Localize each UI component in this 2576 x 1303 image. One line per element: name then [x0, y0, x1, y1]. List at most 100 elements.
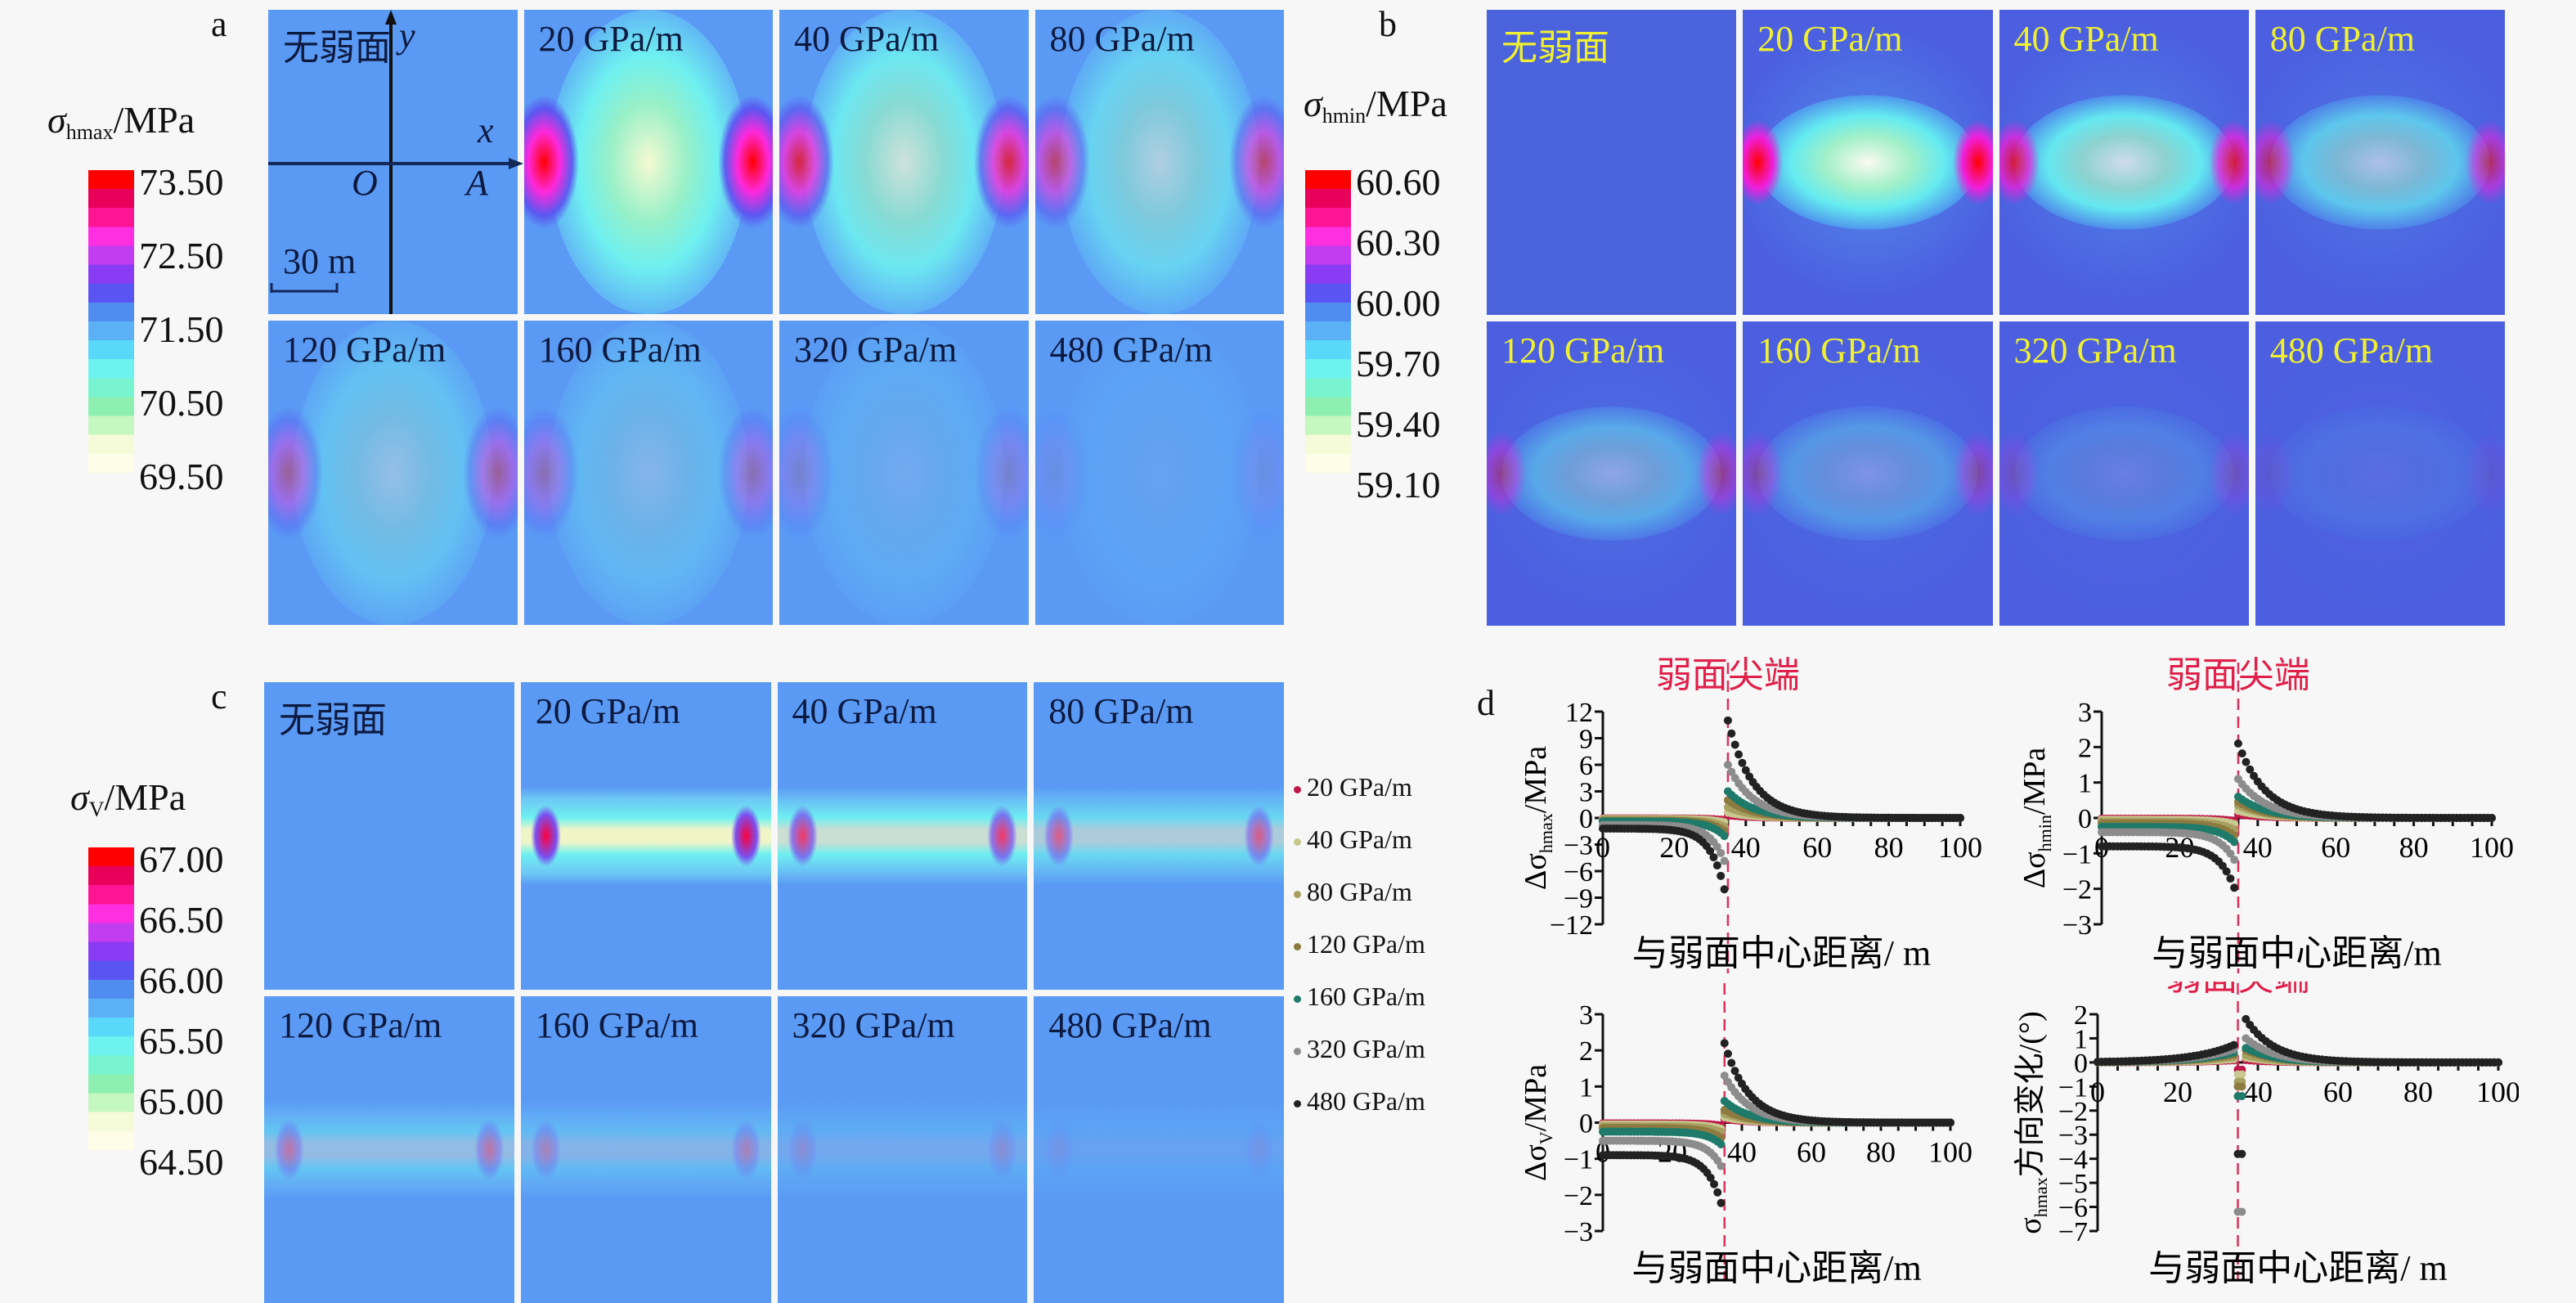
colorbar-a-tick: 69.50 [139, 456, 224, 497]
stress-map-label: 160 GPa/m [535, 1004, 698, 1045]
y-tick-label: 2 [1579, 1036, 1593, 1067]
legend-item: 160 GPa/m [1294, 982, 1425, 1012]
colorbar-c-tick: 65.50 [139, 1020, 224, 1062]
scale-bar-label: 30 m [283, 241, 357, 281]
stress-map-c-4: 120 GPa/m [264, 995, 514, 1303]
y-tick-label: 6 [1579, 751, 1593, 781]
y-tick-label: 1 [1579, 1072, 1593, 1103]
stress-map-b-6: 320 GPa/m [1999, 321, 2249, 626]
stress-map-label: 160 GPa/m [1757, 330, 1921, 371]
stress-map-label: 80 GPa/m [1048, 691, 1194, 731]
legend-label: 160 GPa/m [1307, 982, 1425, 1011]
stress-map-label: 120 GPa/m [279, 1004, 442, 1045]
stress-map-b-5: 160 GPa/m [1743, 321, 1993, 626]
x-tick-label: 60 [2323, 1076, 2353, 1108]
colorbar-a-tick: 72.50 [139, 235, 224, 276]
x-tick-label: 100 [1928, 1136, 1972, 1169]
chart-title: 弱面尖端 [2166, 982, 2310, 998]
colorbar-a-tick: 70.50 [139, 382, 224, 424]
data-point [1717, 1161, 1726, 1170]
origin-label: O [352, 163, 378, 203]
y-axis-label-unit: /MPa [1519, 746, 1553, 813]
y-axis-label: Δσhmax/MPa [1519, 746, 1556, 890]
y-axis-label-unit: 方向变化/(°) [2013, 1011, 2048, 1177]
data-point [1734, 1073, 1743, 1082]
colorbar-b-tick: 59.10 [1356, 464, 1441, 505]
stress-map-a-6: 320 GPa/m [779, 321, 1029, 625]
y-tick-label: 1 [2074, 1024, 2088, 1054]
legend-marker-icon [1294, 1100, 1301, 1108]
y-tick-label: 2 [2074, 1000, 2088, 1031]
data-point [1717, 871, 1726, 880]
data-point [1717, 848, 1726, 857]
y-tick-label: −2 [2058, 1097, 2088, 1127]
x-tick-label: 80 [2399, 831, 2429, 864]
y-axis-label-symbol: σ [2013, 1217, 2048, 1233]
legend-label: 80 GPa/m [1307, 877, 1412, 906]
data-point [1706, 847, 1715, 856]
x-tick-label: 0 [1595, 831, 1610, 864]
y-axis-label: y [399, 16, 415, 56]
data-point [2237, 1070, 2246, 1079]
colorbar-c-symbol: σ [70, 776, 89, 818]
y-tick-label: 1 [2078, 769, 2092, 799]
y-axis-label-symbol: Δσ [2017, 851, 2052, 888]
y-tick-label: 3 [1579, 778, 1593, 808]
x-tick-label: 60 [1802, 831, 1832, 864]
x-axis-label: 与弱面中心距离/m [1631, 1248, 1921, 1288]
colorbar-c-tick: 64.50 [139, 1141, 224, 1183]
y-tick-label: 2 [2078, 733, 2092, 763]
x-tick-label: 80 [1874, 831, 1904, 864]
data-point [1710, 1179, 1718, 1188]
stress-map-label: 120 GPa/m [283, 330, 447, 370]
legend-label: 20 GPa/m [1307, 772, 1412, 802]
x-tick-label: 60 [2321, 831, 2350, 864]
data-point [2222, 867, 2231, 876]
data-point [1727, 767, 1736, 776]
y-axis-label-sub: hmax [1536, 813, 1556, 853]
legend-label: 40 GPa/m [1307, 824, 1412, 854]
colorbar-b-tick: 59.70 [1356, 343, 1441, 384]
stress-map-label: 无弱面 [1501, 28, 1609, 68]
x-tick-label: 0 [2090, 1076, 2105, 1108]
x-axis-label: 与弱面中心距离/m [2152, 933, 2441, 973]
y-tick-label: 0 [1579, 1109, 1593, 1139]
stress-map-label: 20 GPa/m [538, 19, 684, 59]
y-tick-label: −9 [1564, 884, 1593, 914]
x-axis-label: 与弱面中心距离/ m [2148, 1248, 2447, 1288]
stress-map-label: 40 GPa/m [794, 19, 940, 59]
stress-map-label: 20 GPa/m [1757, 19, 1903, 59]
data-point [2230, 838, 2239, 847]
x-axis-label: 与弱面中心距离/ m [1632, 933, 1931, 973]
y-tick-label: −4 [2058, 1145, 2088, 1175]
y-tick-label: −1 [1564, 1145, 1593, 1175]
y-axis-label-sub: V [1536, 1131, 1556, 1144]
data-point [1723, 761, 1732, 769]
data-point [2242, 1014, 2251, 1023]
x-tick-label: 20 [1659, 831, 1689, 864]
chart-title: 弱面尖端 [1656, 655, 1800, 695]
legend-marker-icon [1294, 995, 1301, 1004]
colorbar-c-tick: 65.00 [139, 1081, 224, 1122]
data-point [1717, 1140, 1726, 1149]
x-tick-label: 80 [1866, 1136, 1896, 1169]
data-point [1720, 832, 1729, 841]
y-tick-label: −3 [2058, 1121, 2088, 1151]
data-point [1720, 856, 1729, 865]
stress-map-label: 480 GPa/m [2269, 330, 2433, 371]
y-tick-label: 0 [2078, 804, 2092, 834]
data-point [1709, 853, 1718, 862]
x-tick-label: 80 [2403, 1076, 2433, 1108]
colorbar-a-title: σhmax/MPa [47, 98, 195, 145]
stress-map-a-1: 20 GPa/m [523, 10, 773, 314]
stress-map-c-1: 20 GPa/m [520, 682, 771, 990]
y-axis-label: σhmax方向变化/(°) [2013, 1011, 2051, 1233]
y-tick-label: −3 [1564, 1217, 1593, 1247]
x-tick-label: 60 [1797, 1136, 1826, 1169]
y-tick-label: −1 [2058, 1072, 2088, 1103]
y-axis-label-unit: /MPa [2017, 748, 2052, 815]
data-point [2226, 849, 2235, 858]
data-point [2230, 856, 2239, 865]
